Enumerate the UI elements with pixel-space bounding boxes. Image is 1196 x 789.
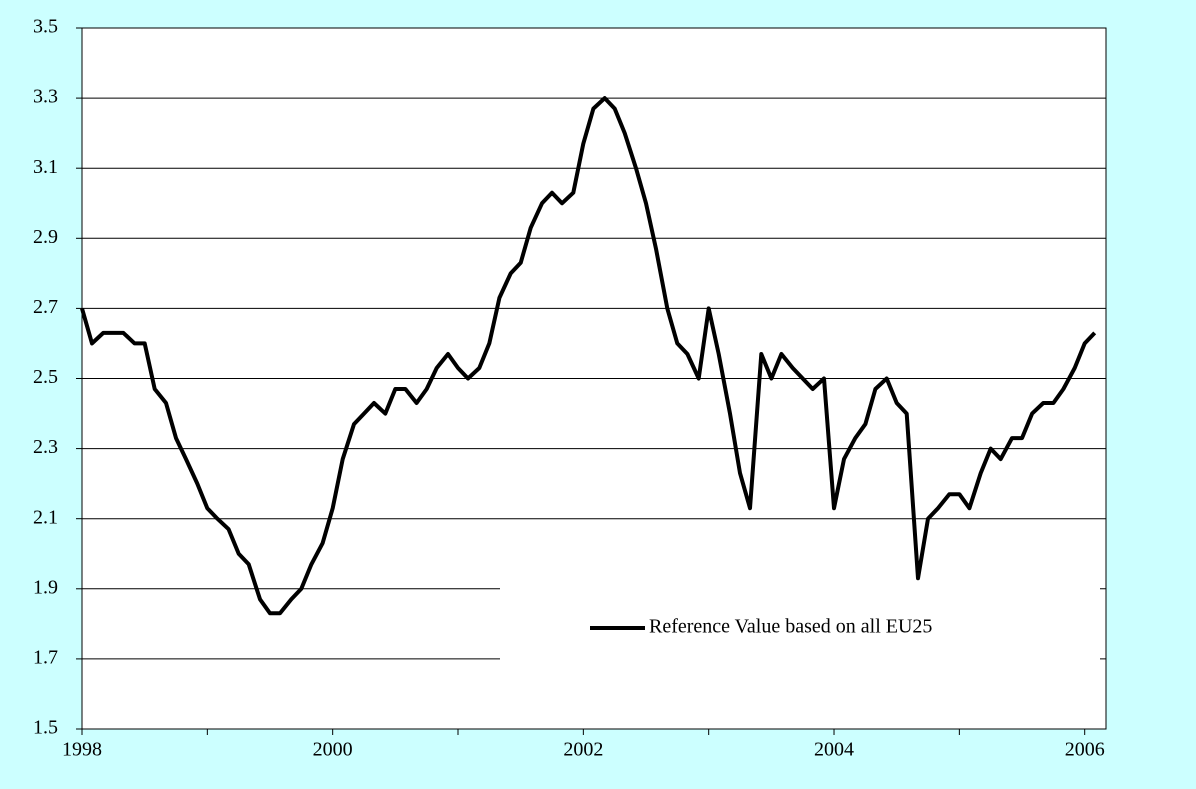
y-tick-label: 3.5 bbox=[33, 16, 58, 38]
y-tick-label: 2.7 bbox=[33, 296, 58, 318]
data-line bbox=[80, 96, 1097, 616]
x-tick-label: 1998 bbox=[62, 739, 102, 761]
y-tick-label: 2.1 bbox=[33, 506, 58, 528]
y-tick-label: 3.3 bbox=[33, 86, 58, 108]
y-tick-label: 3.1 bbox=[33, 156, 58, 178]
y-tick-label: 2.5 bbox=[33, 366, 58, 388]
y-tick-label: 1.5 bbox=[33, 717, 58, 739]
x-tick-label: 2000 bbox=[313, 739, 353, 761]
x-tick-label: 2006 bbox=[1065, 739, 1105, 761]
plot-border bbox=[81, 27, 1107, 730]
y-tick-label: 1.9 bbox=[33, 576, 58, 598]
y-tick-label: 2.9 bbox=[33, 226, 58, 248]
y-tick-label: 2.3 bbox=[33, 436, 58, 458]
y-tick-label: 1.7 bbox=[33, 646, 58, 668]
x-tick-label: 2004 bbox=[814, 739, 854, 761]
x-tick-label: 2002 bbox=[563, 739, 603, 761]
legend-label: Reference Value based on all EU25 bbox=[649, 616, 932, 638]
